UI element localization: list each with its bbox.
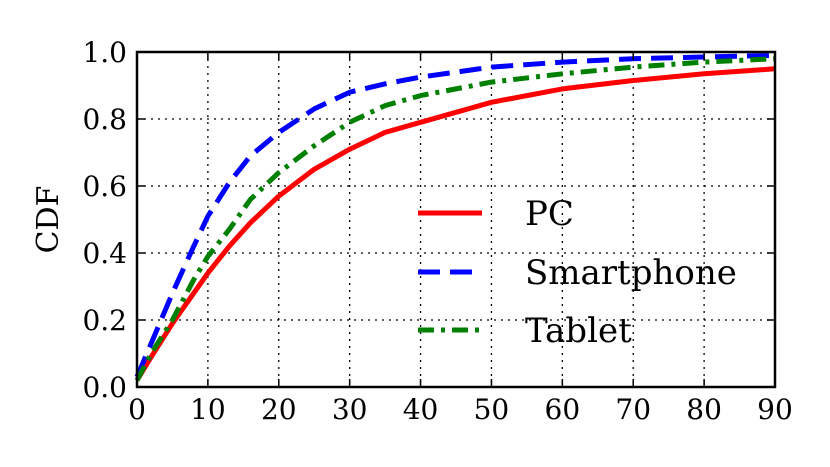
axis-ticks: 0 10 20 30 40 50 60 70 80 90 0.0 0.2 0.4 0.6 0.8 1.0: [82, 36, 792, 426]
legend: PC Smartphone Tablet: [418, 194, 737, 351]
y-tick-label: 0.6: [82, 170, 127, 203]
y-tick-label: 1.0: [82, 36, 127, 69]
x-tick-label: 10: [190, 393, 226, 426]
x-tick-label: 40: [403, 393, 439, 426]
y-tick-label: 0.4: [82, 237, 127, 270]
y-axis-label: CDF: [31, 186, 66, 254]
plot-frame: [135, 50, 777, 389]
x-tick-label: 70: [615, 393, 651, 426]
legend-label-pc: PC: [525, 194, 574, 234]
y-tick-label: 0.2: [82, 304, 127, 337]
x-tick-label: 0: [128, 393, 146, 426]
legend-label-smartphone: Smartphone: [525, 253, 737, 293]
series-line-tablet: [134, 56, 776, 382]
series-lines: [134, 52, 776, 382]
x-tick-label: 60: [545, 393, 581, 426]
series-line-smartphone: [134, 52, 776, 378]
x-tick-label: 30: [332, 393, 368, 426]
x-tick-label: 50: [474, 393, 510, 426]
x-tick-label: 90: [757, 393, 793, 426]
y-tick-label: 0.8: [82, 103, 127, 136]
y-tick-label: 0.0: [82, 371, 127, 404]
grid: [137, 52, 775, 387]
series-line-pc: [134, 66, 776, 382]
x-tick-label: 80: [686, 393, 722, 426]
legend-label-tablet: Tablet: [525, 311, 632, 351]
x-tick-label: 20: [261, 393, 297, 426]
